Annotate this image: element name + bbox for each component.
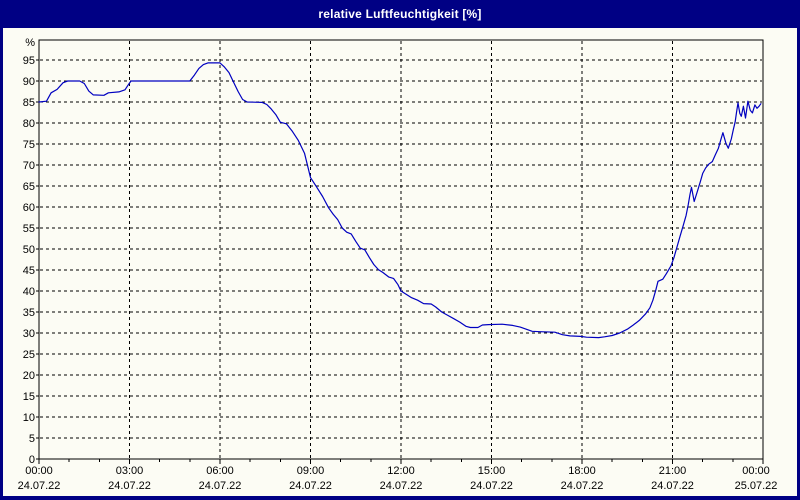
- y-axis-tick-label: 50: [23, 244, 35, 256]
- window-title: relative Luftfeuchtigkeit [%]: [318, 7, 482, 21]
- x-axis-time-label: 09:00: [297, 465, 325, 477]
- y-axis-tick-label: 15: [23, 391, 35, 403]
- y-axis-tick-label: 5: [29, 433, 35, 445]
- x-axis-date-label: 25.07.22: [735, 480, 778, 492]
- x-axis-time-label: 12:00: [387, 465, 415, 477]
- y-axis-tick-label: 0: [29, 454, 35, 466]
- y-axis-tick-label: 45: [23, 265, 35, 277]
- x-axis-time-label: 03:00: [116, 465, 144, 477]
- title-bar: relative Luftfeuchtigkeit [%]: [0, 0, 800, 28]
- y-axis-tick-label: 60: [23, 202, 35, 214]
- y-axis-tick-label: 75: [23, 139, 35, 151]
- x-axis-date-label: 24.07.22: [18, 480, 61, 492]
- x-axis-time-label: 00:00: [25, 465, 53, 477]
- y-axis-tick-label: 20: [23, 370, 35, 382]
- humidity-series-line: [38, 62, 762, 339]
- y-axis-tick-label: 95: [23, 55, 35, 67]
- y-axis-tick-label: 35: [23, 307, 35, 319]
- x-axis-time-label: 15:00: [478, 465, 506, 477]
- x-axis-date-label: 24.07.22: [199, 480, 242, 492]
- plot-frame: [38, 39, 764, 460]
- x-axis-time-label: 18:00: [568, 465, 596, 477]
- x-axis-date-label: 24.07.22: [561, 480, 604, 492]
- humidity-line-chart: 0 5 10 15 20 25 30 35 40 45 50 55 60 65 70 75 80 85 90 95% 0…: [18, 37, 778, 492]
- x-axis-time-label: 21:00: [659, 465, 687, 477]
- y-axis-tick-label: 40: [23, 286, 35, 298]
- y-axis-unit-label: %: [25, 37, 35, 49]
- x-axis-time-label: 00:00: [742, 465, 770, 477]
- y-axis-tick-label: 70: [23, 160, 35, 172]
- x-axis-date-label: 24.07.22: [470, 480, 513, 492]
- y-axis-tick-label: 10: [23, 412, 35, 424]
- y-axis-tick-label: 30: [23, 328, 35, 340]
- x-axis-time-label: 06:00: [206, 465, 234, 477]
- y-axis-tick-label: 55: [23, 223, 35, 235]
- y-axis-tick-label: 65: [23, 181, 35, 193]
- x-axis-date-label: 24.07.22: [108, 480, 151, 492]
- chart-panel: 0 5 10 15 20 25 30 35 40 45 50 55 60 65 70 75 80 85 90 95% 0…: [3, 28, 797, 496]
- x-axis-date-label: 24.07.22: [289, 480, 332, 492]
- y-axis-tick-label: 90: [23, 76, 35, 88]
- y-axis-tick-label: 25: [23, 349, 35, 361]
- x-axis-date-label: 24.07.22: [651, 480, 694, 492]
- y-axis-tick-label: 85: [23, 97, 35, 109]
- y-axis-tick-label: 80: [23, 118, 35, 130]
- x-axis-date-label: 24.07.22: [380, 480, 423, 492]
